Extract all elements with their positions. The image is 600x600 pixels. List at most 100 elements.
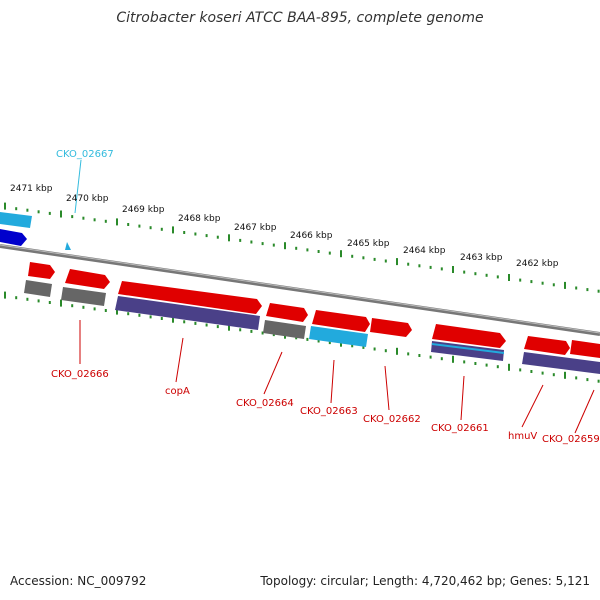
ruler-minor-tick: [597, 379, 600, 383]
ruler-minor-tick: [407, 352, 410, 356]
ruler-lower-ticks: [4, 291, 600, 383]
ruler-major-tick: [508, 363, 510, 371]
ruler-minor-tick: [552, 283, 555, 287]
ruler-minor-tick: [351, 254, 354, 258]
ruler-minor-tick: [250, 329, 253, 333]
cds-feature-cyan: [309, 326, 368, 347]
kbp-label: 2468 kbp: [178, 214, 221, 224]
label-connectors: [74, 159, 595, 434]
ruler-minor-tick: [440, 267, 443, 271]
ruler-minor-tick: [37, 299, 40, 303]
kbp-label: 2471 kbp: [10, 184, 53, 194]
gene-label-cko-02659: CKO_02659: [542, 434, 600, 445]
ruler-minor-tick: [48, 211, 51, 215]
kbp-label: 2463 kbp: [460, 253, 503, 263]
genome-backbone-highlight: [0, 244, 600, 334]
ruler-minor-tick: [541, 281, 544, 285]
gene-label-copa: copA: [165, 386, 190, 397]
cds-feature-red-6: [370, 318, 412, 337]
ruler-upper-ticks: [4, 202, 600, 293]
ruler-major-tick: [172, 226, 174, 234]
ruler-minor-tick: [261, 331, 264, 335]
cds-feature-grey-1: [24, 280, 52, 297]
gene-label-cko-02666: CKO_02666: [51, 369, 109, 380]
kbp-label: 2466 kbp: [290, 231, 333, 241]
ruler-minor-tick: [48, 301, 51, 304]
ruler-minor-tick: [463, 270, 466, 274]
ruler-major-tick: [396, 347, 398, 355]
ruler-minor-tick: [407, 262, 410, 266]
ruler-minor-tick: [530, 370, 533, 373]
ruler-major-tick: [116, 218, 118, 226]
ruler-minor-tick: [306, 248, 309, 252]
cds-feature-red-2: [65, 269, 110, 289]
ruler-minor-tick: [127, 223, 130, 226]
ruler-minor-tick: [373, 257, 376, 261]
ruler-minor-tick: [317, 339, 320, 343]
ruler-minor-tick: [93, 307, 96, 311]
ruler-major-tick: [116, 307, 118, 315]
ruler-minor-tick: [205, 323, 208, 327]
kbp-labels: 2471 kbp 2470 kbp 2469 kbp 2468 kbp 2467…: [10, 184, 559, 269]
ruler-minor-tick: [71, 304, 74, 308]
gene-label-hmuv: hmuV: [508, 431, 537, 442]
ruler-major-tick: [452, 266, 454, 273]
ruler-minor-tick: [541, 371, 544, 375]
ruler-minor-tick: [586, 288, 589, 292]
ruler-minor-tick: [362, 256, 365, 260]
gene-label-cko-02667: CKO_02667: [56, 149, 114, 160]
ruler-minor-tick: [37, 210, 40, 214]
ruler-minor-tick: [586, 378, 589, 382]
ruler-minor-tick: [496, 275, 499, 279]
cds-feature-red-1: [28, 262, 55, 279]
kbp-label: 2465 kbp: [347, 239, 390, 249]
ruler-minor-tick: [183, 320, 186, 324]
ruler-minor-tick: [183, 231, 186, 234]
ruler-minor-tick: [362, 345, 365, 349]
ruler-minor-tick: [160, 227, 163, 231]
ruler-minor-tick: [138, 224, 141, 228]
ruler-major-tick: [396, 258, 398, 266]
ruler-minor-tick: [485, 363, 488, 367]
ruler-minor-tick: [440, 357, 443, 361]
gene-label-cko-02664: CKO_02664: [236, 398, 294, 409]
cds-feature-red-copA: [118, 281, 262, 314]
ruler-minor-tick: [351, 344, 354, 348]
ruler-major-tick: [340, 250, 342, 258]
ruler-minor-tick: [149, 226, 152, 230]
ruler-minor-tick: [485, 273, 488, 277]
cds-feature-red-5: [312, 310, 370, 332]
ruler-minor-tick: [418, 264, 421, 268]
cds-feature-grey-3: [263, 320, 306, 339]
ruler-minor-tick: [261, 242, 264, 246]
ruler-minor-tick: [26, 208, 29, 212]
cds-feature-purple-copA: [115, 296, 260, 330]
topology-text: Topology: circular; Length: 4,720,462 bp…: [260, 574, 590, 588]
ruler-minor-tick: [418, 354, 421, 357]
cds-feature-darkblue-left: [0, 229, 27, 246]
ruler-major-tick: [564, 281, 566, 289]
gene-label-cko-02663: CKO_02663: [300, 406, 358, 417]
ruler-minor-tick: [127, 312, 130, 316]
ruler-minor-tick: [552, 373, 555, 377]
ruler-minor-tick: [463, 360, 466, 364]
ruler-minor-tick: [530, 280, 533, 284]
trna-marker: [65, 242, 71, 250]
cds-feature-blue-left: [0, 212, 32, 228]
ruler-minor-tick: [239, 238, 242, 242]
ruler-minor-tick: [384, 259, 387, 263]
ruler-minor-tick: [328, 341, 331, 345]
ruler-minor-tick: [272, 333, 275, 337]
map-title: Citrobacter koseri ATCC BAA-895, complet…: [116, 10, 484, 26]
accession-text: Accession: NC_009792: [10, 574, 147, 588]
ruler-major-tick: [228, 323, 230, 331]
ruler-minor-tick: [373, 347, 376, 351]
ruler-minor-tick: [205, 234, 208, 238]
ruler-major-tick: [228, 234, 230, 242]
ruler-minor-tick: [93, 218, 96, 222]
ruler-minor-tick: [429, 265, 432, 269]
kbp-label: 2470 kbp: [66, 194, 109, 204]
ruler-minor-tick: [250, 240, 253, 244]
cds-feature-stripe-cyan: [432, 343, 504, 354]
ruler-minor-tick: [194, 232, 197, 236]
